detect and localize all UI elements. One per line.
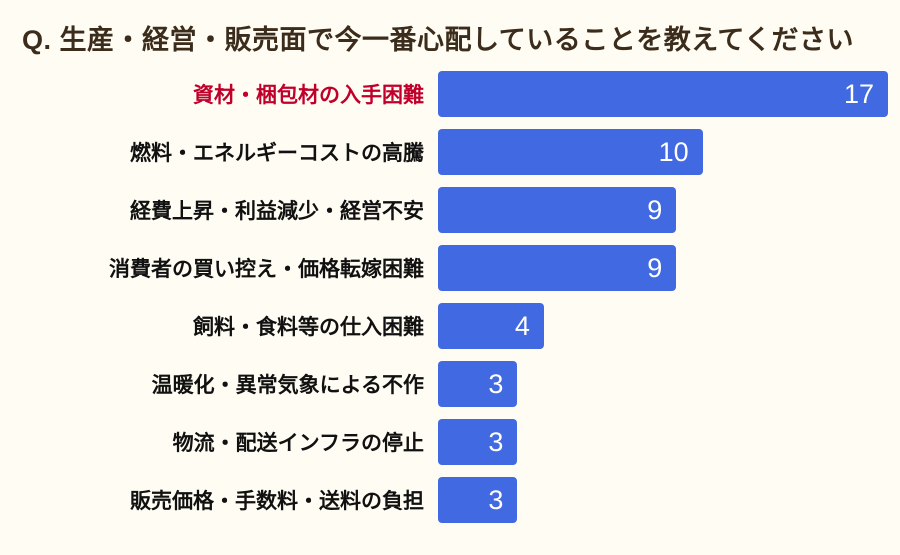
bar-area: 4 [438, 303, 888, 349]
bar-value: 4 [514, 310, 530, 341]
bar-value: 17 [843, 78, 874, 109]
bar-area: 3 [438, 361, 888, 407]
bar: 10 [438, 129, 703, 175]
bar-label: 販売価格・手数料・送料の負担 [130, 490, 424, 513]
bar-value: 9 [647, 194, 663, 225]
chart-row: 飼料・食料等の仕入困難 4 [10, 303, 888, 349]
bar-label: 飼料・食料等の仕入困難 [193, 316, 424, 339]
chart-row: 経費上昇・利益減少・経営不安 9 [10, 187, 888, 233]
chart-row: 資材・梱包材の入手困難 17 [10, 71, 888, 117]
bar-value: 3 [488, 484, 504, 515]
bar-label: 資材・梱包材の入手困難 [193, 84, 424, 107]
bar: 9 [438, 187, 677, 233]
bar-area: 9 [438, 187, 888, 233]
bar-chart: 資材・梱包材の入手困難 17 燃料・エネルギーコストの高騰 10 経費上昇・利益減少・経… [10, 71, 888, 523]
bar-value: 9 [647, 252, 663, 283]
bar: 3 [438, 477, 518, 523]
bar-value: 10 [658, 136, 689, 167]
chart-row: 温暖化・異常気象による不作 3 [10, 361, 888, 407]
bar: 17 [438, 71, 888, 117]
bar-area: 9 [438, 245, 888, 291]
bar: 3 [438, 419, 518, 465]
bar: 4 [438, 303, 544, 349]
chart-row: 消費者の買い控え・価格転嫁困難 9 [10, 245, 888, 291]
bar: 9 [438, 245, 677, 291]
bar-label: 温暖化・異常気象による不作 [151, 374, 424, 397]
bar-label: 燃料・エネルギーコストの高騰 [130, 142, 424, 165]
bar: 3 [438, 361, 518, 407]
bar-area: 3 [438, 477, 888, 523]
bar-label: 消費者の買い控え・価格転嫁困難 [109, 258, 424, 281]
bar-area: 10 [438, 129, 888, 175]
chart-row: 燃料・エネルギーコストの高騰 10 [10, 129, 888, 175]
bar-label: 物流・配送インフラの停止 [172, 432, 424, 455]
chart-title: Q. 生産・経営・販売面で今一番心配していることを教えてください [22, 25, 855, 55]
chart-row: 販売価格・手数料・送料の負担 3 [10, 477, 888, 523]
bar-label: 経費上昇・利益減少・経営不安 [130, 200, 424, 223]
chart-row: 物流・配送インフラの停止 3 [10, 419, 888, 465]
bar-value: 3 [488, 426, 504, 457]
bar-area: 3 [438, 419, 888, 465]
bar-value: 3 [488, 368, 504, 399]
bar-area: 17 [438, 71, 888, 117]
